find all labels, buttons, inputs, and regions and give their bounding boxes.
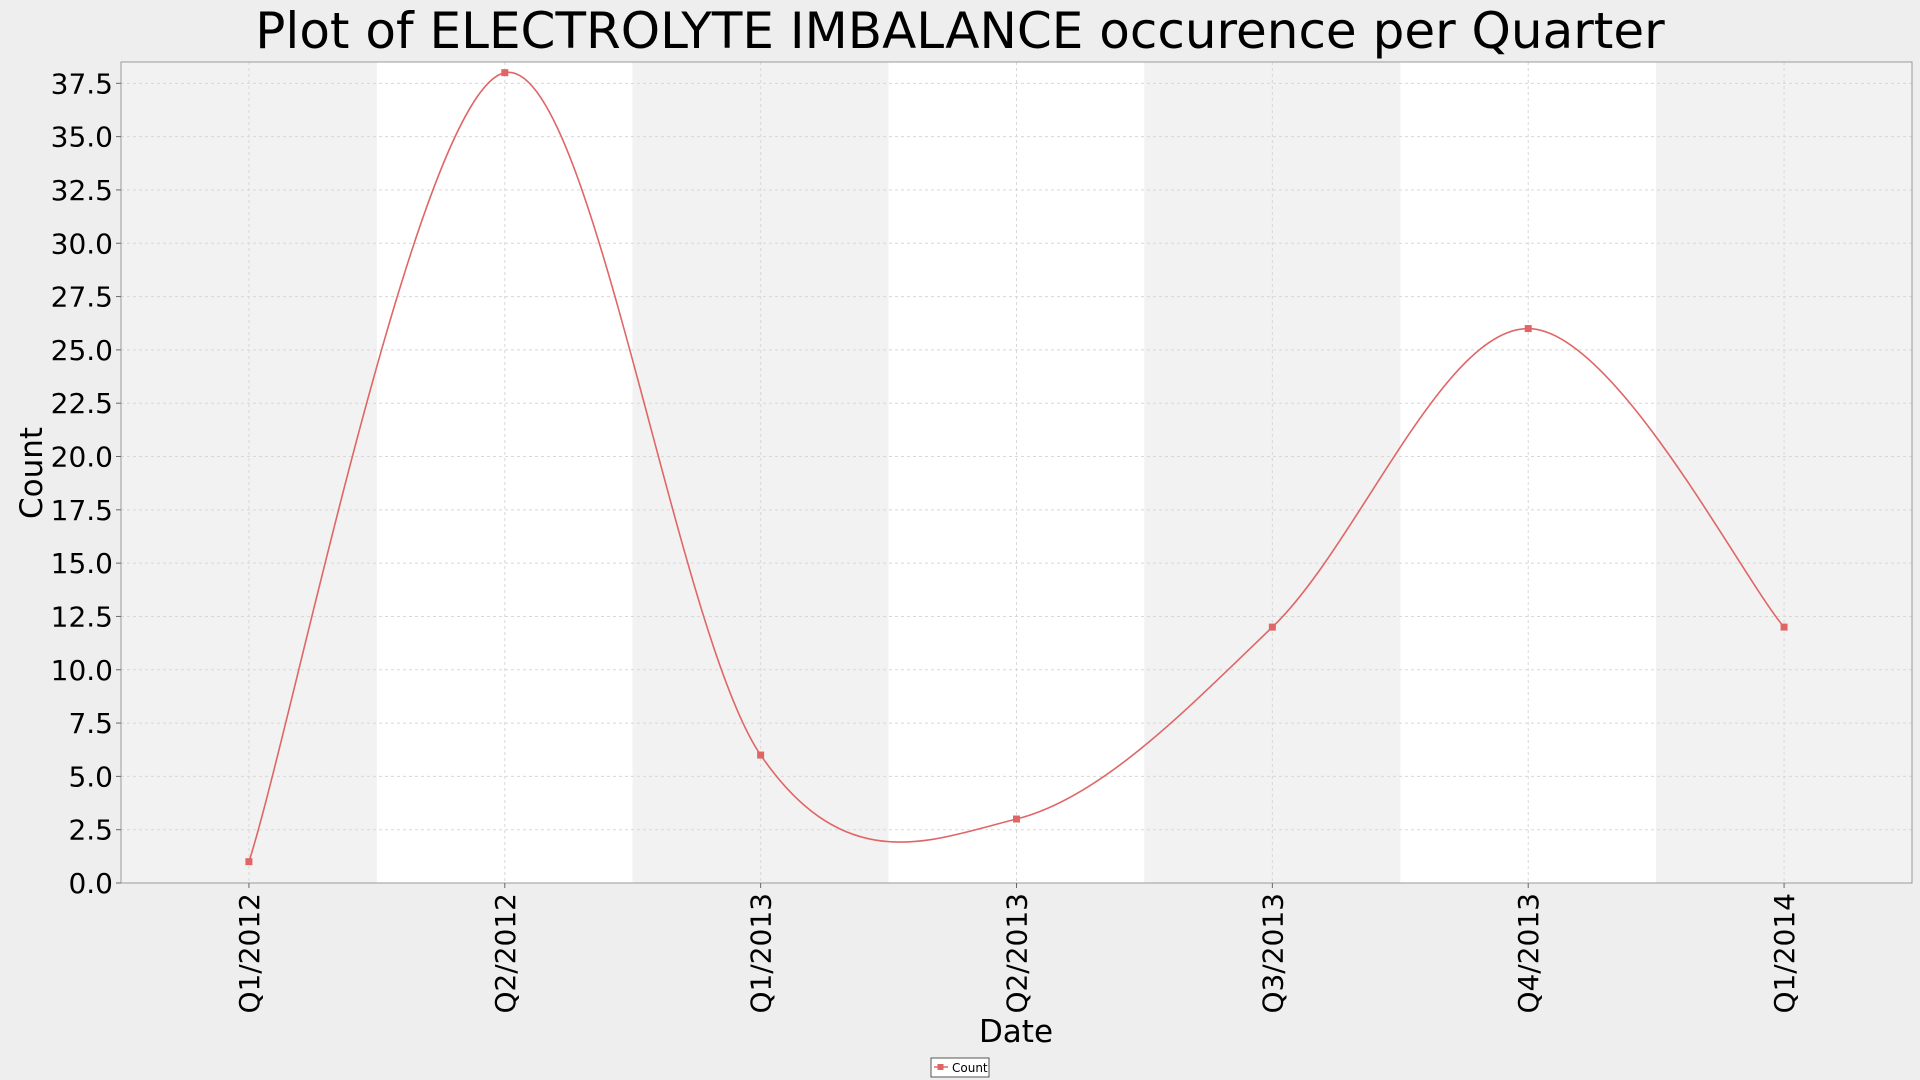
y-tick-label: 5.0 <box>68 760 113 793</box>
y-tick-label: 27.5 <box>51 281 113 314</box>
x-tick-label: Q1/2014 <box>1768 893 1801 1014</box>
data-point-marker <box>757 751 765 759</box>
y-tick-label: 25.0 <box>51 334 113 367</box>
series-markers <box>245 69 1788 866</box>
data-point-marker <box>501 69 509 77</box>
x-tick-label: Q1/2013 <box>745 893 778 1014</box>
y-tick-label: 12.5 <box>51 600 113 633</box>
y-tick-label: 15.0 <box>51 547 113 580</box>
y-tick-label: 22.5 <box>51 387 113 420</box>
x-tick-label: Q4/2013 <box>1512 893 1545 1014</box>
data-point-marker <box>1268 623 1276 631</box>
y-tick-label: 2.5 <box>68 814 113 847</box>
y-tick-label: 0.0 <box>68 867 113 900</box>
y-tick-label: 37.5 <box>51 67 113 100</box>
data-point-marker <box>245 858 253 866</box>
y-axis-label: Count <box>14 427 50 519</box>
data-point-marker <box>1013 815 1020 823</box>
y-tick-label: 17.5 <box>51 494 113 527</box>
legend: Count <box>930 1057 990 1078</box>
x-tick-label: Q1/2012 <box>233 893 266 1014</box>
grid-lines <box>121 62 1912 884</box>
x-axis-label: Date <box>979 1014 1053 1050</box>
y-tick-label: 10.0 <box>51 654 113 687</box>
series-line-count <box>248 71 1785 862</box>
y-tick-label: 30.0 <box>51 227 113 260</box>
chart-title: Plot of ELECTROLYTE IMBALANCE occurence … <box>255 2 1665 60</box>
legend-label: Count <box>952 1061 988 1075</box>
x-axis: Q1/2012 Q2/2012 Q1/2013 Q2/2013 Q3/2013 Q4/20… <box>233 883 1801 1014</box>
y-tick-label: 20.0 <box>51 441 113 474</box>
y-tick-label: 35.0 <box>51 121 113 154</box>
y-axis: 0.0 2.5 5.0 7.5 10.0 12.5 15.0 17.5 20.0 22.5 25.0… <box>51 67 121 900</box>
data-point-marker <box>1780 623 1788 631</box>
y-tick-label: 32.5 <box>51 174 113 207</box>
y-tick-label: 7.5 <box>68 707 113 740</box>
x-tick-label: Q2/2013 <box>1001 893 1034 1014</box>
data-point-marker <box>1524 325 1532 333</box>
x-tick-label: Q3/2013 <box>1256 893 1289 1014</box>
legend-swatch-marker <box>937 1064 944 1070</box>
x-tick-label: Q2/2012 <box>489 893 522 1014</box>
legend-box <box>930 1057 990 1078</box>
